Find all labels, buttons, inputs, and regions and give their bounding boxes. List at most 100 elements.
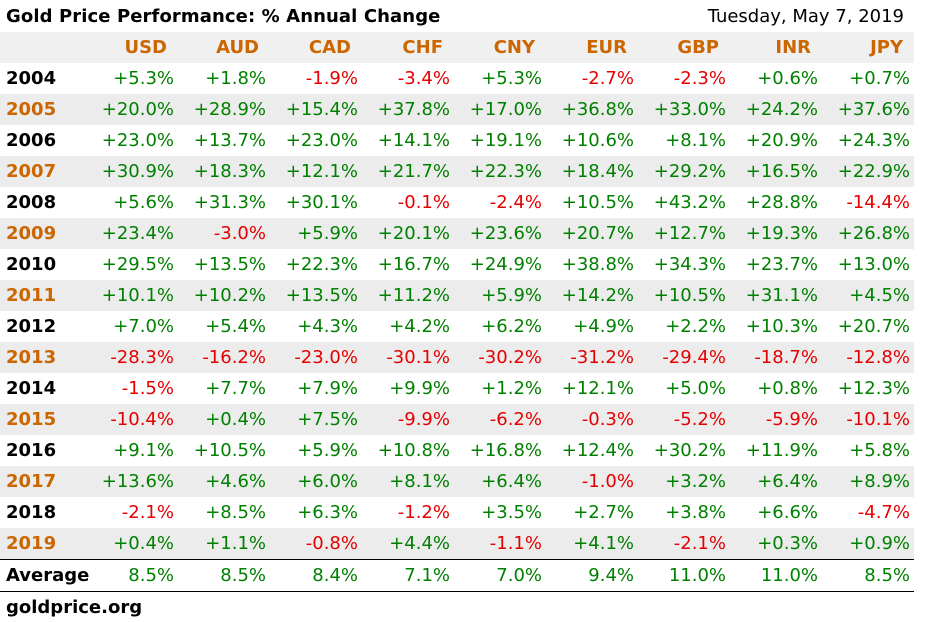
- value-cell-chf: -30.1%: [362, 342, 454, 373]
- year-cell: 2006: [0, 125, 86, 156]
- table-row: 2007 +30.9% +18.3% +12.1% +21.7% +22.3% +18.4%…: [0, 156, 914, 187]
- year-cell: 2015: [0, 404, 86, 435]
- table-row: 2011 +10.1% +10.2% +13.5% +11.2% +5.9% +14.2% +…: [0, 280, 914, 311]
- value-cell-eur: +36.8%: [546, 94, 638, 125]
- year-cell: 2008: [0, 187, 86, 218]
- value-cell-usd: +5.3%: [86, 63, 178, 94]
- value-cell-cad: +7.9%: [270, 373, 362, 404]
- value-cell-eur: -1.0%: [546, 466, 638, 497]
- value-cell-cad: +5.9%: [270, 435, 362, 466]
- column-header-aud: AUD: [178, 32, 270, 63]
- value-cell-eur: +38.8%: [546, 249, 638, 280]
- value-cell-chf: +8.1%: [362, 466, 454, 497]
- value-cell-inr: +19.3%: [730, 218, 822, 249]
- value-cell-cad: +6.3%: [270, 497, 362, 528]
- value-cell-gbp: +34.3%: [638, 249, 730, 280]
- value-cell-jpy: +22.9%: [822, 156, 914, 187]
- value-cell-usd: +30.9%: [86, 156, 178, 187]
- value-cell-jpy: +5.8%: [822, 435, 914, 466]
- value-cell-gbp: +29.2%: [638, 156, 730, 187]
- value-cell-usd: +0.4%: [86, 528, 178, 560]
- value-cell-cny: +1.2%: [454, 373, 546, 404]
- table-row: 2019 +0.4% +1.1% -0.8% +4.4% -1.1% +4.1% -2.1% +…: [0, 528, 914, 560]
- value-cell-usd: +9.1%: [86, 435, 178, 466]
- value-cell-gbp: -2.1%: [638, 528, 730, 560]
- value-cell-jpy: -14.4%: [822, 187, 914, 218]
- value-cell-eur: -31.2%: [546, 342, 638, 373]
- year-cell: 2013: [0, 342, 86, 373]
- column-header-gbp: GBP: [638, 32, 730, 63]
- column-header-inr: INR: [730, 32, 822, 63]
- value-cell-gbp: +3.2%: [638, 466, 730, 497]
- column-header-cad: CAD: [270, 32, 362, 63]
- value-cell-inr: +11.9%: [730, 435, 822, 466]
- average-label: Average: [0, 559, 89, 592]
- value-cell-cad: +13.5%: [270, 280, 362, 311]
- value-cell-inr: +6.4%: [730, 466, 822, 497]
- value-cell-cny: +6.4%: [454, 466, 546, 497]
- header: Gold Price Performance: % Annual Change …: [0, 0, 914, 32]
- value-cell-cny: +24.9%: [454, 249, 546, 280]
- table-row: 2004 +5.3% +1.8% -1.9% -3.4% +5.3% -2.7% -2.3% +…: [0, 63, 914, 94]
- value-cell-inr: -18.7%: [730, 342, 822, 373]
- value-cell-jpy: +4.5%: [822, 280, 914, 311]
- value-cell-inr: +31.1%: [730, 280, 822, 311]
- value-cell-eur: -0.3%: [546, 404, 638, 435]
- year-cell: 2007: [0, 156, 86, 187]
- value-cell-inr: +16.5%: [730, 156, 822, 187]
- table-row: 2017 +13.6% +4.6% +6.0% +8.1% +6.4% -1.0% +3.2%…: [0, 466, 914, 497]
- value-cell-aud: +1.1%: [178, 528, 270, 560]
- value-cell-gbp: +3.8%: [638, 497, 730, 528]
- value-cell-jpy: +37.6%: [822, 94, 914, 125]
- value-cell-usd: +23.0%: [86, 125, 178, 156]
- value-cell-usd: +7.0%: [86, 311, 178, 342]
- value-cell-aud: +4.6%: [178, 466, 270, 497]
- value-cell-usd: +20.0%: [86, 94, 178, 125]
- value-cell-cny: +5.9%: [454, 280, 546, 311]
- value-cell-eur: -2.7%: [546, 63, 638, 94]
- year-cell: 2010: [0, 249, 86, 280]
- table-row: 2013 -28.3% -16.2% -23.0% -30.1% -30.2% -31.2%…: [0, 342, 914, 373]
- page-title: Gold Price Performance: % Annual Change: [6, 6, 441, 27]
- average-cell-jpy: 8.5%: [822, 559, 914, 592]
- value-cell-jpy: +13.0%: [822, 249, 914, 280]
- value-cell-chf: +20.1%: [362, 218, 454, 249]
- value-cell-aud: -16.2%: [178, 342, 270, 373]
- value-cell-inr: +0.3%: [730, 528, 822, 560]
- value-cell-gbp: +43.2%: [638, 187, 730, 218]
- value-cell-cny: +23.6%: [454, 218, 546, 249]
- value-cell-inr: +23.7%: [730, 249, 822, 280]
- value-cell-jpy: +24.3%: [822, 125, 914, 156]
- column-header-cny: CNY: [454, 32, 546, 63]
- value-cell-jpy: +20.7%: [822, 311, 914, 342]
- value-cell-cny: +16.8%: [454, 435, 546, 466]
- value-cell-jpy: -4.7%: [822, 497, 914, 528]
- average-cell-cad: 8.4%: [270, 559, 362, 592]
- value-cell-aud: +13.5%: [178, 249, 270, 280]
- average-cell-chf: 7.1%: [362, 559, 454, 592]
- year-cell: 2009: [0, 218, 86, 249]
- table-row: 2005 +20.0% +28.9% +15.4% +37.8% +17.0% +36.8%…: [0, 94, 914, 125]
- value-cell-usd: +29.5%: [86, 249, 178, 280]
- value-cell-cny: +6.2%: [454, 311, 546, 342]
- value-cell-cny: -30.2%: [454, 342, 546, 373]
- table-row: 2016 +9.1% +10.5% +5.9% +10.8% +16.8% +12.4% +3…: [0, 435, 914, 466]
- value-cell-usd: +5.6%: [86, 187, 178, 218]
- value-cell-inr: +10.3%: [730, 311, 822, 342]
- value-cell-cad: +5.9%: [270, 218, 362, 249]
- value-cell-aud: +1.8%: [178, 63, 270, 94]
- value-cell-aud: +10.5%: [178, 435, 270, 466]
- year-cell: 2012: [0, 311, 86, 342]
- value-cell-aud: -3.0%: [178, 218, 270, 249]
- value-cell-chf: +37.8%: [362, 94, 454, 125]
- value-cell-inr: +24.2%: [730, 94, 822, 125]
- value-cell-eur: +10.6%: [546, 125, 638, 156]
- value-cell-usd: -10.4%: [86, 404, 178, 435]
- table-footer: Average 8.5% 8.5% 8.4% 7.1% 7.0% 9.4% 11.0% 11.…: [0, 559, 914, 592]
- value-cell-jpy: -12.8%: [822, 342, 914, 373]
- value-cell-cad: +4.3%: [270, 311, 362, 342]
- value-cell-gbp: -5.2%: [638, 404, 730, 435]
- year-cell: 2005: [0, 94, 86, 125]
- year-cell: 2016: [0, 435, 86, 466]
- value-cell-gbp: +12.7%: [638, 218, 730, 249]
